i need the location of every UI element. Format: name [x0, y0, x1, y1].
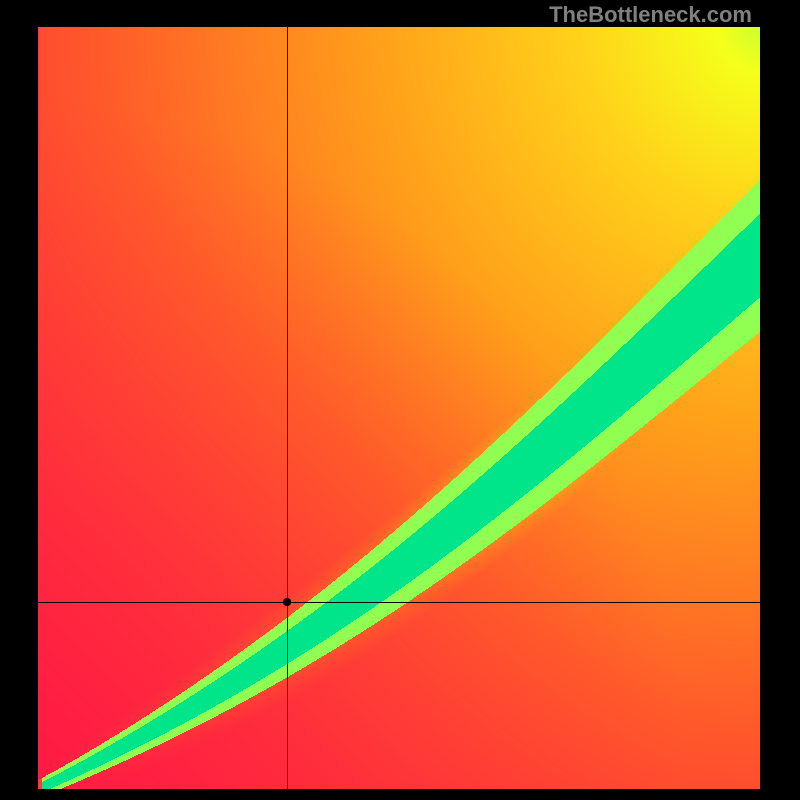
chart-container: TheBottleneck.com	[0, 0, 800, 800]
bottleneck-heatmap	[38, 27, 760, 789]
watermark-text: TheBottleneck.com	[549, 2, 752, 28]
